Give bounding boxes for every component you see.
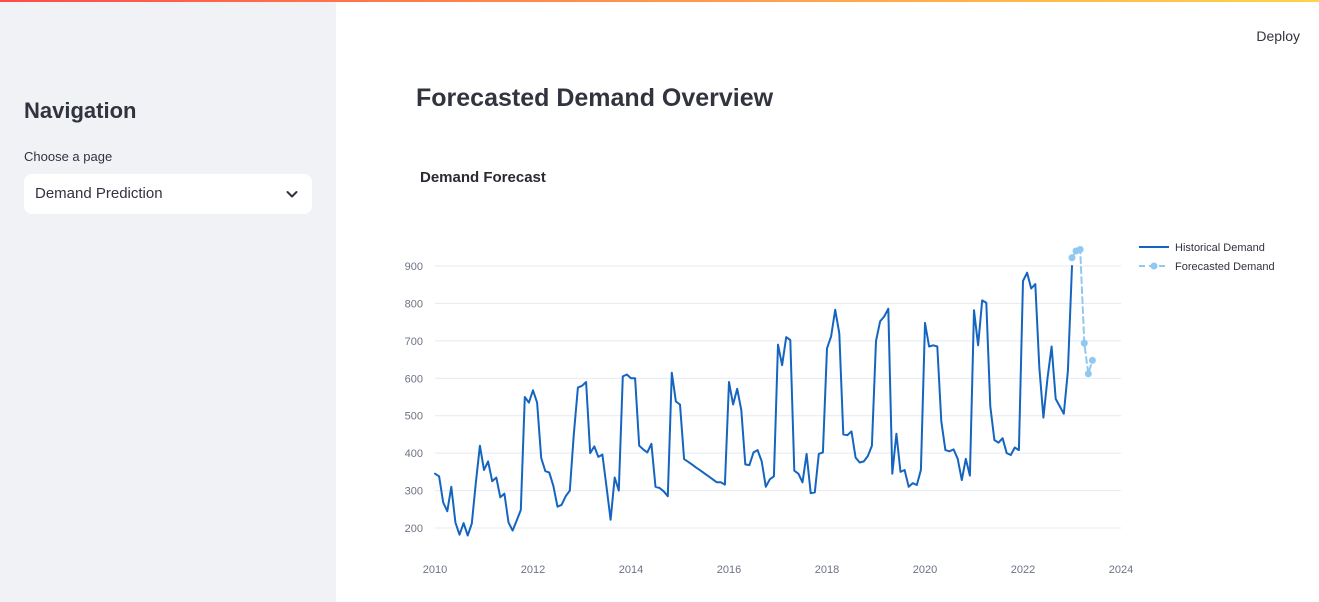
y-tick-label: 400: [405, 448, 423, 460]
chart-legend[interactable]: Historical Demand Forecasted Demand: [1139, 242, 1275, 273]
legend-item-historical-demand[interactable]: Historical Demand: [1139, 242, 1265, 254]
y-tick-label: 600: [405, 373, 423, 385]
sidebar: Navigation Choose a page Demand Predicti…: [0, 2, 336, 602]
historical-demand-line: [434, 265, 1073, 537]
y-tick-label: 800: [405, 298, 423, 310]
forecast-point: [1076, 246, 1084, 254]
legend-label: Historical Demand: [1175, 242, 1265, 254]
forecast-point: [1084, 370, 1092, 378]
legend-label: Forecasted Demand: [1175, 261, 1275, 273]
forecast-point: [1088, 356, 1096, 364]
legend-marker: [1150, 262, 1158, 270]
forecast-point: [1068, 254, 1076, 262]
page-select-label: Choose a page: [24, 149, 113, 164]
x-tick-label: 2020: [913, 564, 937, 576]
chart-svg: Demand Forecast 200 300 400 500 600 700 800 900…: [405, 169, 1275, 576]
page-select[interactable]: Demand Prediction: [24, 174, 312, 214]
forecast-point: [1080, 339, 1088, 347]
y-tick-label: 700: [405, 336, 423, 348]
y-tick-label: 900: [405, 261, 423, 273]
chart-gridlines: [435, 265, 1121, 529]
sidebar-title: Navigation: [24, 98, 137, 123]
y-tick-label: 300: [405, 486, 423, 498]
x-tick-label: 2022: [1011, 564, 1035, 576]
forecast-demand-line: [1071, 248, 1094, 375]
x-tick-label: 2014: [619, 564, 643, 576]
x-tick-label: 2018: [815, 564, 839, 576]
x-tick-label: 2024: [1109, 564, 1133, 576]
chart-title: Demand Forecast: [420, 169, 546, 186]
x-tick-label: 2010: [423, 564, 447, 576]
chart-series: [434, 246, 1096, 537]
chevron-down-icon: [286, 191, 298, 198]
x-axis-ticks: 2010 2012 2014 2016 2018 2020 2022 2024: [423, 564, 1133, 576]
x-tick-label: 2016: [717, 564, 741, 576]
page-select-value: Demand Prediction: [35, 185, 163, 202]
y-tick-label: 500: [405, 411, 423, 423]
deploy-button[interactable]: Deploy: [1256, 28, 1300, 44]
y-axis-ticks: 200 300 400 500 600 700 800 900: [405, 261, 423, 535]
app-top-accent-bar: [0, 0, 1319, 2]
demand-forecast-chart: Demand Forecast 200 300 400 500 600 700 800 900…: [400, 150, 1300, 590]
legend-item-forecasted-demand[interactable]: Forecasted Demand: [1139, 261, 1275, 273]
x-tick-label: 2012: [521, 564, 545, 576]
y-tick-label: 200: [405, 523, 423, 535]
page-title: Forecasted Demand Overview: [416, 84, 774, 112]
